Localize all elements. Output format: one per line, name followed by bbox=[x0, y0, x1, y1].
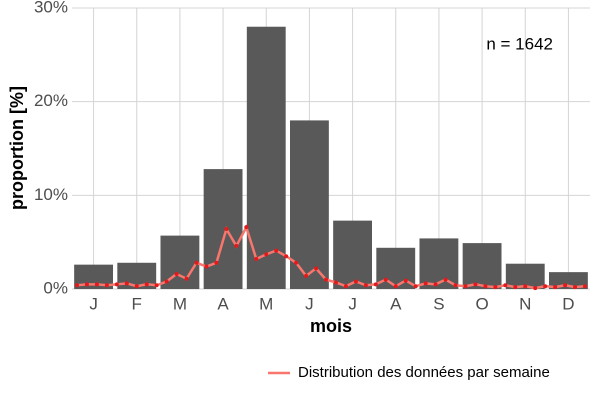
weekly-point bbox=[124, 281, 129, 286]
y-tick-label: 20% bbox=[34, 91, 68, 110]
weekly-point bbox=[383, 277, 388, 282]
x-tick-label: M bbox=[259, 294, 273, 313]
weekly-point bbox=[423, 281, 428, 286]
weekly-point bbox=[533, 286, 538, 291]
weekly-point bbox=[194, 260, 199, 265]
weekly-point bbox=[114, 282, 119, 287]
weekly-line bbox=[76, 223, 586, 290]
weekly-point bbox=[333, 280, 338, 285]
weekly-point bbox=[214, 260, 219, 265]
x-tick-label: O bbox=[475, 294, 488, 313]
weekly-point bbox=[343, 284, 348, 289]
weekly-point bbox=[373, 282, 378, 287]
weekly-point bbox=[314, 266, 319, 271]
weekly-point bbox=[244, 225, 249, 230]
weekly-point bbox=[523, 284, 528, 289]
weekly-point bbox=[583, 284, 588, 289]
x-tick-label: J bbox=[348, 294, 357, 313]
weekly-point bbox=[134, 284, 139, 289]
x-tick-label: S bbox=[433, 294, 444, 313]
y-tick-label: 10% bbox=[34, 185, 68, 204]
weekly-point bbox=[463, 284, 468, 289]
bar bbox=[203, 169, 243, 289]
weekly-point bbox=[284, 254, 289, 259]
weekly-point bbox=[264, 252, 269, 257]
weekly-point bbox=[353, 279, 358, 284]
x-tick-label: J bbox=[305, 294, 314, 313]
weekly-point bbox=[154, 283, 159, 288]
weekly-point bbox=[174, 272, 179, 277]
weekly-point bbox=[433, 282, 438, 287]
weekly-point bbox=[184, 276, 189, 281]
weekly-point bbox=[304, 273, 309, 278]
weekly-point bbox=[473, 282, 478, 287]
weekly-point bbox=[403, 278, 408, 283]
weekly-point bbox=[393, 284, 398, 289]
weekly-point bbox=[563, 283, 568, 288]
weekly-point bbox=[324, 277, 329, 282]
bar bbox=[419, 238, 459, 289]
weekly-point bbox=[234, 243, 239, 248]
weekly-point bbox=[443, 277, 448, 282]
weekly-point bbox=[503, 283, 508, 288]
weekly-point bbox=[513, 285, 518, 290]
weekly-point bbox=[74, 283, 79, 288]
x-tick-label: F bbox=[132, 294, 142, 313]
y-tick-label: 30% bbox=[34, 0, 68, 16]
x-tick-label: M bbox=[173, 294, 187, 313]
weekly-point bbox=[94, 282, 99, 287]
weekly-point bbox=[363, 283, 368, 288]
x-tick-label: J bbox=[89, 294, 98, 313]
weekly-point bbox=[543, 284, 548, 289]
weekly-point bbox=[553, 285, 558, 290]
weekly-point bbox=[164, 279, 169, 284]
x-tick-label: N bbox=[519, 294, 531, 313]
weekly-point bbox=[224, 227, 229, 232]
x-tick-label: D bbox=[562, 294, 574, 313]
annotation: n = 1642 bbox=[486, 34, 553, 53]
bar bbox=[548, 272, 588, 289]
weekly-point bbox=[274, 248, 279, 253]
x-axis-title: mois bbox=[310, 316, 352, 336]
x-tick-label: A bbox=[390, 294, 402, 313]
y-tick-label: 0% bbox=[43, 278, 68, 297]
weekly-point bbox=[493, 285, 498, 290]
weekly-point bbox=[294, 260, 299, 265]
weekly-point bbox=[453, 283, 458, 288]
weekly-point bbox=[254, 257, 259, 262]
weekly-point bbox=[144, 282, 149, 287]
weekly-point bbox=[413, 284, 418, 289]
bar bbox=[462, 243, 502, 289]
weekly-point bbox=[483, 284, 488, 289]
y-axis-title: proportion [%] bbox=[7, 86, 27, 210]
legend-text: Distribution des données par semaine bbox=[298, 364, 550, 381]
x-tick-label: A bbox=[217, 294, 229, 313]
weekly-point bbox=[84, 282, 89, 287]
weekly-point bbox=[573, 285, 578, 290]
weekly-point bbox=[104, 283, 109, 288]
weekly-point bbox=[204, 264, 209, 269]
bar bbox=[333, 220, 373, 289]
